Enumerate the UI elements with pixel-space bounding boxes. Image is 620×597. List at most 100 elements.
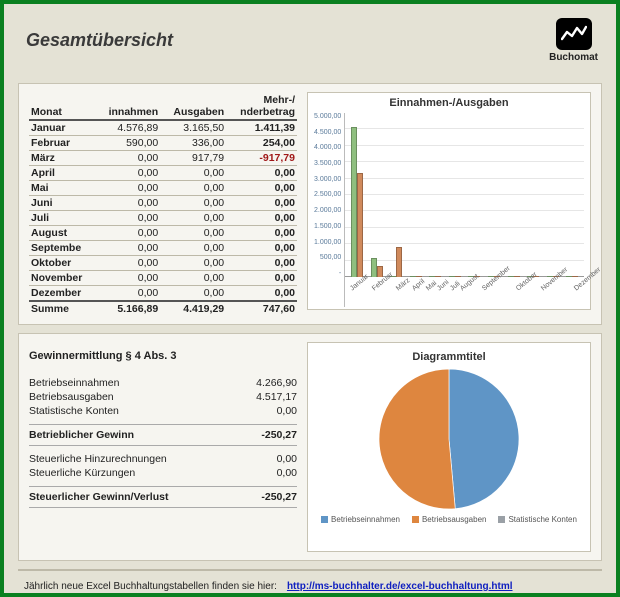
cell-out: 0,00 — [160, 241, 226, 256]
cell-out: 0,00 — [160, 166, 226, 181]
cell-diff: 747,60 — [226, 301, 297, 316]
bar-group — [426, 113, 446, 277]
cell-month: Mai — [29, 181, 96, 196]
cell-out: 917,79 — [160, 151, 226, 166]
gewinn-row: Statistische Konten0,00 — [29, 404, 297, 418]
table-row: April0,000,000,00 — [29, 166, 297, 181]
cell-in: 0,00 — [96, 151, 161, 166]
cell-out: 336,00 — [160, 136, 226, 151]
bar-group — [406, 113, 426, 277]
cell-diff: 0,00 — [226, 166, 297, 181]
col-einnahmen: innahmen — [96, 92, 161, 120]
table-row: März0,00917,79-917,79 — [29, 151, 297, 166]
cell-diff: 0,00 — [226, 211, 297, 226]
bar-group — [504, 113, 524, 277]
table-row: Juni0,000,000,00 — [29, 196, 297, 211]
ytick: 4.500,00 — [314, 129, 341, 136]
value: -250,27 — [261, 491, 297, 503]
cell-diff: 1.411,39 — [226, 120, 297, 136]
cell-diff: 0,00 — [226, 196, 297, 211]
bar-group — [386, 113, 406, 277]
cell-in: 0,00 — [96, 256, 161, 271]
cell-in: 590,00 — [96, 136, 161, 151]
table-row: Januar4.576,893.165,501.411,39 — [29, 120, 297, 136]
brand-name: Buchomat — [549, 52, 598, 63]
value: 4.517,17 — [256, 391, 297, 403]
pie-chart-svg — [379, 369, 519, 509]
pie-chart-title: Diagrammtitel — [412, 351, 485, 363]
betrieblicher-gewinn-row: Betrieblicher Gewinn -250,27 — [29, 424, 297, 446]
bar-group — [465, 113, 485, 277]
table-row: November0,000,000,00 — [29, 271, 297, 286]
label: Steuerliche Hinzurechnungen — [29, 453, 167, 465]
cell-in: 0,00 — [96, 271, 161, 286]
cell-out: 0,00 — [160, 271, 226, 286]
legend-swatch — [321, 516, 328, 523]
cell-in: 0,00 — [96, 286, 161, 302]
bar-group — [445, 113, 465, 277]
table-row: August0,000,000,00 — [29, 226, 297, 241]
bar-group — [523, 113, 543, 277]
ytick: 1.000,00 — [314, 239, 341, 246]
ytick: 3.000,00 — [314, 176, 341, 183]
table-row: Juli0,000,000,00 — [29, 211, 297, 226]
label: Steuerlicher Gewinn/Verlust — [29, 491, 168, 503]
value: 4.266,90 — [256, 377, 297, 389]
bar-chart-bars — [345, 113, 584, 277]
legend-swatch — [412, 516, 419, 523]
cell-month: April — [29, 166, 96, 181]
cell-month: Oktober — [29, 256, 96, 271]
ytick: 2.000,00 — [314, 207, 341, 214]
bar — [377, 266, 383, 277]
ytick: 5.000,00 — [314, 113, 341, 120]
bar-chart-area: JanuarFebruarMärzAprilMaiJuniJuliAugustS… — [344, 113, 584, 307]
bar-group — [347, 113, 367, 277]
cell-out: 0,00 — [160, 196, 226, 211]
gewinn-section: Gewinnermittlung § 4 Abs. 3 Betriebseinn… — [29, 342, 297, 552]
label: Betrieblicher Gewinn — [29, 429, 134, 441]
cell-month: März — [29, 151, 96, 166]
cell-out: 4.419,29 — [160, 301, 226, 316]
cell-in: 0,00 — [96, 211, 161, 226]
ytick: 500,00 — [314, 254, 341, 261]
cell-in: 4.576,89 — [96, 120, 161, 136]
cell-out: 0,00 — [160, 226, 226, 241]
value: 0,00 — [277, 467, 297, 479]
cell-in: 0,00 — [96, 181, 161, 196]
cell-out: 0,00 — [160, 286, 226, 302]
footer-link[interactable]: http://ms-buchhalter.de/excel-buchhaltun… — [287, 581, 513, 592]
table-row: Dezember0,000,000,00 — [29, 286, 297, 302]
top-panel: Monat innahmen Ausgaben Mehr-/nderbetrag… — [18, 83, 602, 325]
cell-diff: 0,00 — [226, 256, 297, 271]
cell-month: Februar — [29, 136, 96, 151]
bar — [396, 247, 402, 277]
cell-diff: 254,00 — [226, 136, 297, 151]
bar-chart-yaxis: 5.000,004.500,004.000,003.500,003.000,00… — [314, 113, 344, 307]
table-sum-row: Summe5.166,894.419,29747,60 — [29, 301, 297, 316]
cell-diff: 0,00 — [226, 286, 297, 302]
ytick: 2.500,00 — [314, 191, 341, 198]
legend-item: Betriebseinnahmen — [321, 515, 400, 524]
table-row: Oktober0,000,000,00 — [29, 256, 297, 271]
bottom-panel: Gewinnermittlung § 4 Abs. 3 Betriebseinn… — [18, 333, 602, 561]
brand-logo: Buchomat — [549, 18, 598, 63]
cell-diff: 0,00 — [226, 241, 297, 256]
pie-slice — [449, 369, 519, 509]
gewinn-row: Steuerliche Hinzurechnungen0,00 — [29, 452, 297, 466]
col-monat: Monat — [29, 92, 96, 120]
cell-diff: -917,79 — [226, 151, 297, 166]
label: Betriebsausgaben — [29, 391, 114, 403]
cell-month: November — [29, 271, 96, 286]
cell-in: 5.166,89 — [96, 301, 161, 316]
cell-out: 0,00 — [160, 256, 226, 271]
table-row: Mai0,000,000,00 — [29, 181, 297, 196]
footer: Jährlich neue Excel Buchhaltungstabellen… — [18, 569, 602, 596]
cell-month: Januar — [29, 120, 96, 136]
gewinn-row: Betriebseinnahmen4.266,90 — [29, 376, 297, 390]
bar-chart-xaxis: JanuarFebruarMärzAprilMaiJuniJuliAugustS… — [345, 277, 584, 307]
ytick: 4.000,00 — [314, 144, 341, 151]
cell-out: 0,00 — [160, 211, 226, 226]
value: -250,27 — [261, 429, 297, 441]
page-title: Gesamtübersicht — [26, 30, 173, 51]
cell-out: 0,00 — [160, 181, 226, 196]
